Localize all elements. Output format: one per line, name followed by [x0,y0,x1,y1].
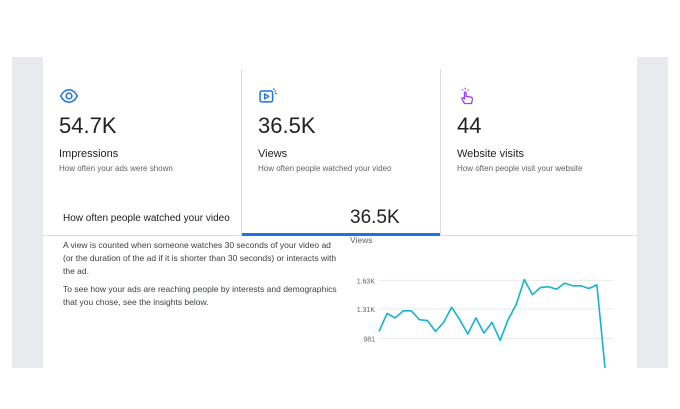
views-total-label: Views [350,235,373,245]
detail-paragraph-insights: To see how your ads are reaching people … [63,284,337,307]
play-icon [259,88,277,103]
website-visits-description: How often people visit your website [457,164,583,173]
selected-tab-indicator [242,233,440,236]
detail-title: How often people watched your video [63,213,230,224]
impressions-description: How often your ads were shown [59,164,173,173]
impressions-value: 54.7K [59,113,117,138]
views-value: 36.5K [258,113,316,138]
y-tick-label: 981 [363,336,375,343]
eye-icon [59,88,79,104]
tap-icon [461,87,474,105]
views-line-chart: 1.63K 1.31K 981 [357,278,613,368]
views-total-value: 36.5K [350,207,400,228]
views-series-line [378,278,606,368]
campaign-results-card: 54.7K Impressions How often your ads wer… [43,57,637,368]
website-visits-label: Website visits [457,148,525,160]
views-tab[interactable]: 36.5K Views How often people watched you… [241,69,440,236]
y-tick-label: 1.31K [357,307,376,314]
impressions-label: Impressions [59,148,119,160]
metric-tabs: 54.7K Impressions How often your ads wer… [43,69,637,236]
y-tick-label: 1.63K [357,278,376,285]
impressions-tab[interactable]: 54.7K Impressions How often your ads wer… [43,69,241,235]
views-label: Views [258,148,288,160]
detail-paragraph-view-definition: A view is counted when someone watches 3… [63,240,337,276]
website-visits-value: 44 [457,113,482,138]
views-description: How often people watched your video [258,164,392,173]
website-visits-tab[interactable]: 44 Website visits How often people visit… [440,69,637,235]
